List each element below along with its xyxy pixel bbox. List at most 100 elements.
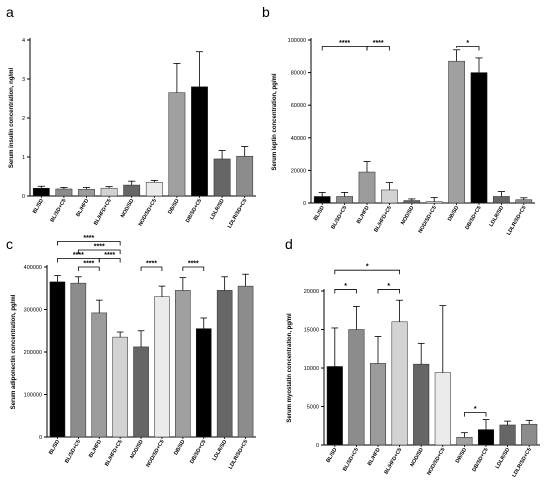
bar (470, 72, 488, 204)
significance-bracket (140, 266, 163, 271)
bar (313, 196, 331, 204)
significance-label: **** (188, 261, 199, 268)
y-axis-title: Serum insulin concentration, ng/ml (9, 68, 15, 169)
y-tick-label: 60000 (291, 103, 306, 109)
bar (32, 187, 50, 197)
bar (91, 312, 108, 438)
significance-label: **** (373, 40, 384, 47)
y-tick-label: 100000 (288, 38, 306, 44)
bar (154, 296, 170, 438)
bar (448, 60, 465, 204)
y-tick-label: 20000 (291, 168, 306, 174)
y-tick-label: 300000 (24, 308, 42, 314)
category-label: NOD/SD+C5 (145, 439, 165, 468)
significance-label: **** (83, 261, 94, 268)
bar (477, 429, 495, 446)
bar (326, 366, 343, 446)
category-label: DB/SD (455, 447, 469, 464)
significance-label: **** (83, 235, 94, 242)
significance-bracket (456, 46, 480, 51)
bar (521, 423, 538, 446)
panel-c-letter: c (6, 236, 13, 252)
bar (213, 158, 231, 197)
category-label: BL/SD (32, 198, 45, 215)
bar (425, 201, 443, 204)
category-label: BL/SD+C5 (50, 198, 68, 223)
significance-bracket (77, 266, 100, 271)
y-tick-label: 10000 (304, 366, 319, 372)
bar (112, 336, 128, 438)
bar (391, 321, 408, 446)
bar (216, 290, 233, 438)
significance-label: **** (104, 252, 115, 259)
bar (358, 171, 376, 204)
category-label: NOD/SD+C5 (418, 205, 438, 234)
significance-label: **** (94, 244, 105, 251)
bar (456, 437, 473, 446)
y-tick-label: 80000 (291, 71, 306, 77)
category-label: NOD/SD+C5 (138, 198, 158, 227)
bar (191, 86, 208, 197)
category-label: BL/HFD (88, 439, 103, 459)
panel-c: c 0 100000 200000 300000 400000 Serum adipone… (6, 235, 256, 470)
category-label: LDLR/SD (209, 198, 226, 221)
panel-d: d 0 5000 10000 15000 20000 Serum myostatin co… (285, 236, 540, 478)
bar (336, 196, 353, 204)
category-label: LDLR/SD (212, 439, 229, 462)
category-label: NOD/SD (400, 205, 416, 226)
panel-a: a 0 1 2 3 4 Serum insulin concentration, ng/m… (6, 4, 256, 229)
panel-b: b 0 20000 40000 60000 80000 100000 Serum lepti… (262, 4, 535, 236)
bar (175, 290, 191, 438)
bar (515, 199, 533, 204)
significance-label: * (344, 283, 347, 290)
bar (195, 328, 212, 438)
y-tick-label: 400000 (24, 265, 42, 271)
category-label: DB/SD (167, 198, 181, 215)
significance-bracket (182, 266, 205, 271)
y-axis-title: Serum myostatin concentration, pg/ml (287, 313, 293, 423)
y-tick-label: 0 (39, 435, 42, 441)
bar (348, 329, 365, 446)
category-label: LDLR/SD+C5 (227, 198, 249, 229)
significance-label: * (366, 264, 369, 271)
category-label: DB/SD (447, 205, 461, 222)
category-label: BL/HFD (367, 447, 382, 467)
bar (413, 363, 430, 446)
significance-label: **** (339, 40, 350, 47)
category-label: BL/SD (313, 205, 326, 222)
significance-bracket (98, 258, 121, 263)
y-tick-label: 2 (22, 116, 25, 122)
category-label: LDLR/SD+C5 (506, 205, 528, 236)
category-label: BL/HFD+C5 (93, 198, 113, 226)
y-tick-label: 20000 (304, 289, 319, 295)
category-label: DB/SD+C5 (185, 198, 203, 224)
significance-bracket (57, 241, 121, 246)
category-label: BL/SD (48, 439, 61, 456)
category-label: LDLR/SD+C5 (511, 447, 533, 478)
y-tick-label: 15000 (304, 328, 319, 334)
panel-b-letter: b (262, 4, 270, 20)
bar (145, 182, 163, 197)
bar (434, 372, 451, 446)
category-label: LDLR/SD+C5 (228, 439, 250, 470)
bar (236, 155, 254, 197)
category-label: DB/SD+C5 (464, 205, 482, 231)
y-tick-label: 1 (22, 155, 25, 161)
bar (78, 189, 95, 197)
y-tick-label: 5000 (307, 405, 319, 411)
y-axis-title: Serum adiponectin concentration, pg/ml (11, 294, 17, 409)
significance-bracket (77, 249, 121, 254)
significance-bracket (334, 289, 357, 294)
category-label: BL/HFD (356, 205, 371, 225)
category-label: NOD/SD (120, 198, 136, 219)
significance-bracket (366, 46, 390, 51)
y-tick-label: 0 (22, 194, 25, 200)
y-tick-label: 4 (22, 38, 25, 44)
bar (237, 285, 254, 438)
significance-label: * (474, 406, 477, 413)
significance-bracket (321, 46, 368, 51)
bar (123, 184, 141, 197)
bar (70, 282, 87, 438)
bar (493, 196, 510, 204)
